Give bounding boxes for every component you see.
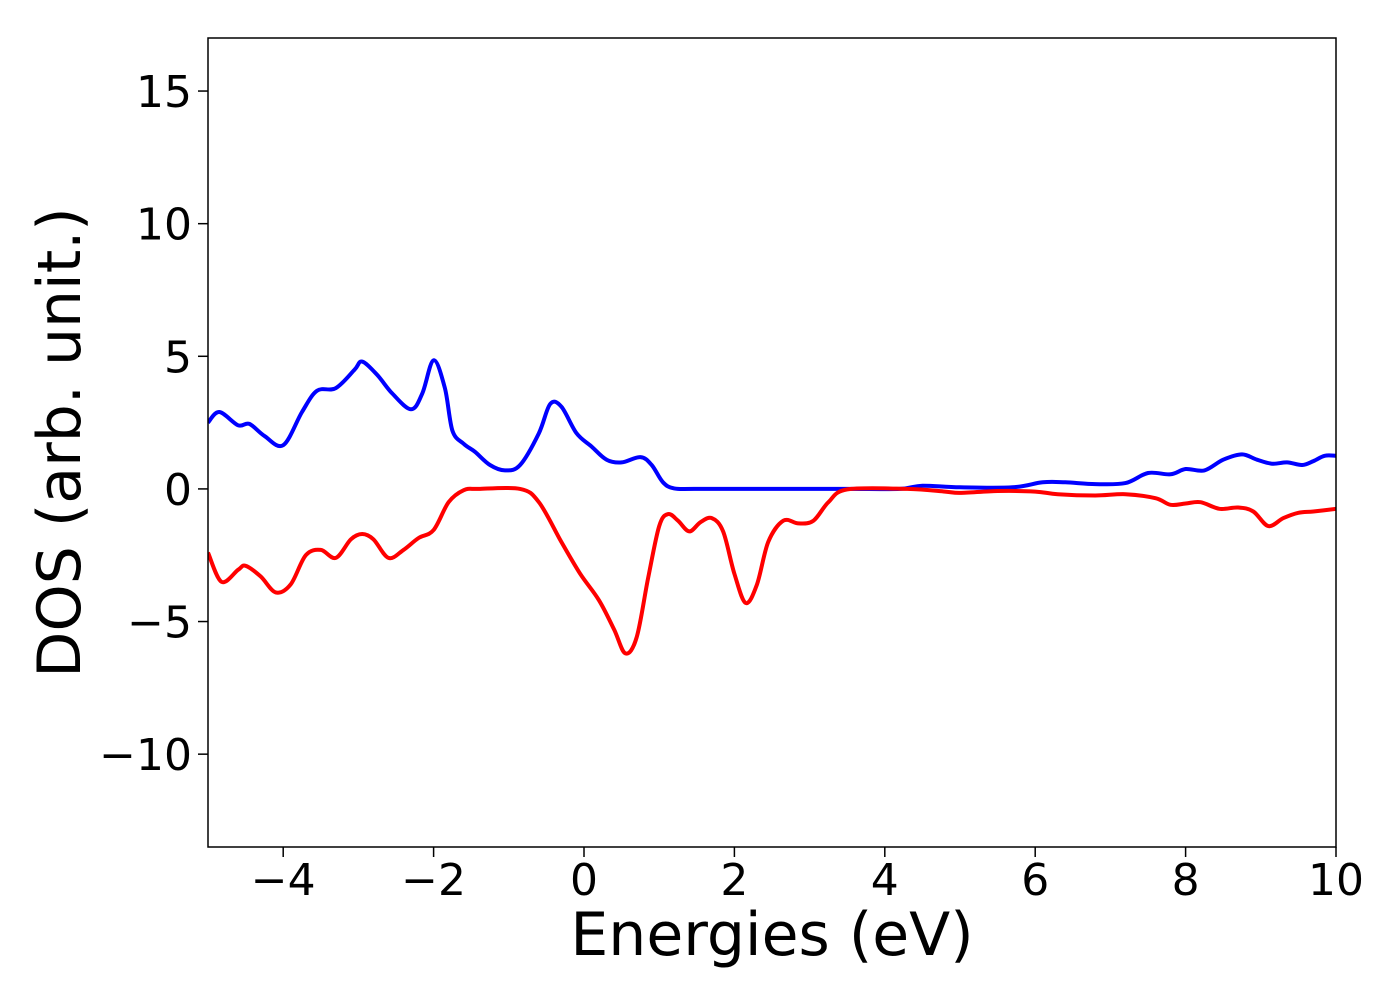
x-tick-label: 10 bbox=[1308, 855, 1364, 906]
y-axis-title: DOS (arb. unit.) bbox=[25, 207, 95, 677]
y-tick-label: 0 bbox=[164, 465, 192, 516]
y-tick-label: 15 bbox=[136, 67, 192, 118]
x-tick-label: 6 bbox=[1021, 855, 1049, 906]
y-tick-label: −10 bbox=[99, 730, 192, 781]
series-line-2 bbox=[208, 485, 1336, 656]
x-axis-title: Energies (eV) bbox=[570, 900, 973, 970]
y-tick-label: 10 bbox=[136, 200, 192, 251]
x-tick-label: −4 bbox=[251, 855, 316, 906]
plot-frame bbox=[207, 37, 1337, 848]
x-tick-label: 2 bbox=[720, 855, 748, 906]
x-tick-label: −2 bbox=[401, 855, 466, 906]
y-tick-label: −5 bbox=[127, 598, 192, 649]
y-tick-label: 5 bbox=[164, 332, 192, 383]
x-tick-label: 0 bbox=[570, 855, 598, 906]
series-lines bbox=[208, 358, 1336, 656]
x-tick-label: 8 bbox=[1172, 855, 1200, 906]
x-tick-label: 4 bbox=[871, 855, 899, 906]
series-line-1 bbox=[208, 358, 1336, 492]
axis-ticks: −4 −2 0 2 4 6 8 10 −10 −5 0 5 10 15 bbox=[99, 67, 1364, 906]
